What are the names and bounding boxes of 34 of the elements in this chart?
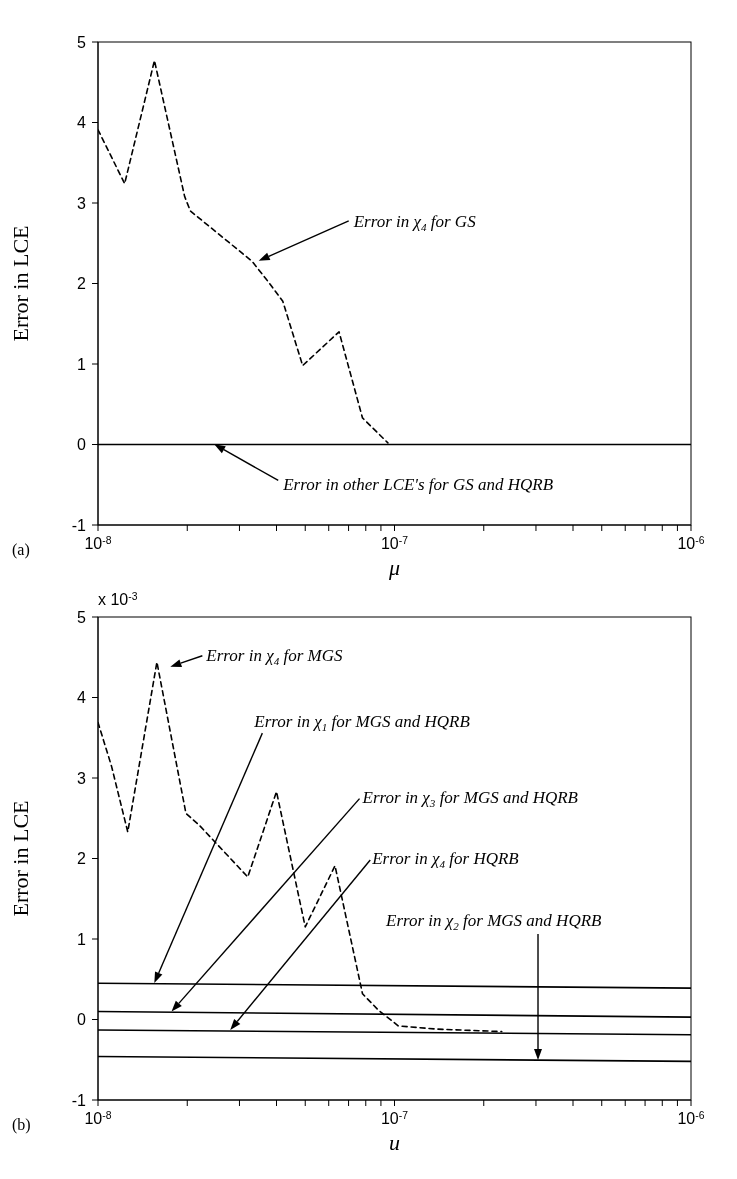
x-tick-label: 10$^{-6}$: [677, 1109, 705, 1127]
annotation: Error in χ$_{4}$ for HQRB: [371, 848, 520, 870]
text: (b): [12, 1116, 31, 1134]
text: (a): [12, 541, 30, 559]
annotation: Error in other LCE's for GS and HQRB: [282, 474, 554, 494]
y-tick-label: 5: [77, 608, 87, 626]
annotation: Error in χ$_{2}$ for MGS and HQRB: [385, 910, 603, 932]
y-axis-title: Error in LCE: [7, 800, 33, 917]
y-tick-label: 1: [77, 355, 87, 373]
x-axis-title: u: [389, 1130, 400, 1155]
y-tick-label: 3: [77, 194, 87, 212]
x-tick-label: 10$^{-8}$: [84, 1109, 112, 1127]
y-axis-title: Error in LCE: [7, 225, 33, 342]
x-tick-label: 10$^{-7}$: [380, 534, 409, 552]
annotation: Error in χ$_{1}$ for MGS and HQRB: [253, 711, 471, 734]
y-tick-label: 5: [77, 33, 87, 51]
annotation: Error in χ$_{4}$ for GS: [352, 211, 477, 233]
y-tick-label: 2: [77, 275, 87, 292]
y-tick-label: 1: [77, 930, 87, 948]
y-tick-label: -1: [71, 516, 87, 534]
annotation: Error in χ$_{3}$ for MGS and HQRB: [361, 787, 579, 809]
annotation: Error in χ$_{4}$ for MGS: [205, 645, 343, 667]
x-tick-label: 10$^{-7}$: [380, 1109, 409, 1127]
x-tick-label: 10$^{-6}$: [677, 534, 705, 552]
y-tick-label: 4: [77, 114, 87, 131]
x-tick-label: 10$^{-8}$: [84, 534, 112, 552]
x-axis-title: μ: [387, 555, 401, 580]
y-tick-label: 2: [77, 850, 87, 867]
y-tick-label: 3: [77, 769, 87, 787]
y-tick-label: 0: [77, 1011, 87, 1028]
y-tick-label: -1: [71, 1091, 87, 1109]
text: x 10$^{-3}$: [98, 590, 138, 608]
y-tick-label: 0: [77, 436, 87, 453]
y-tick-label: 4: [77, 689, 87, 706]
